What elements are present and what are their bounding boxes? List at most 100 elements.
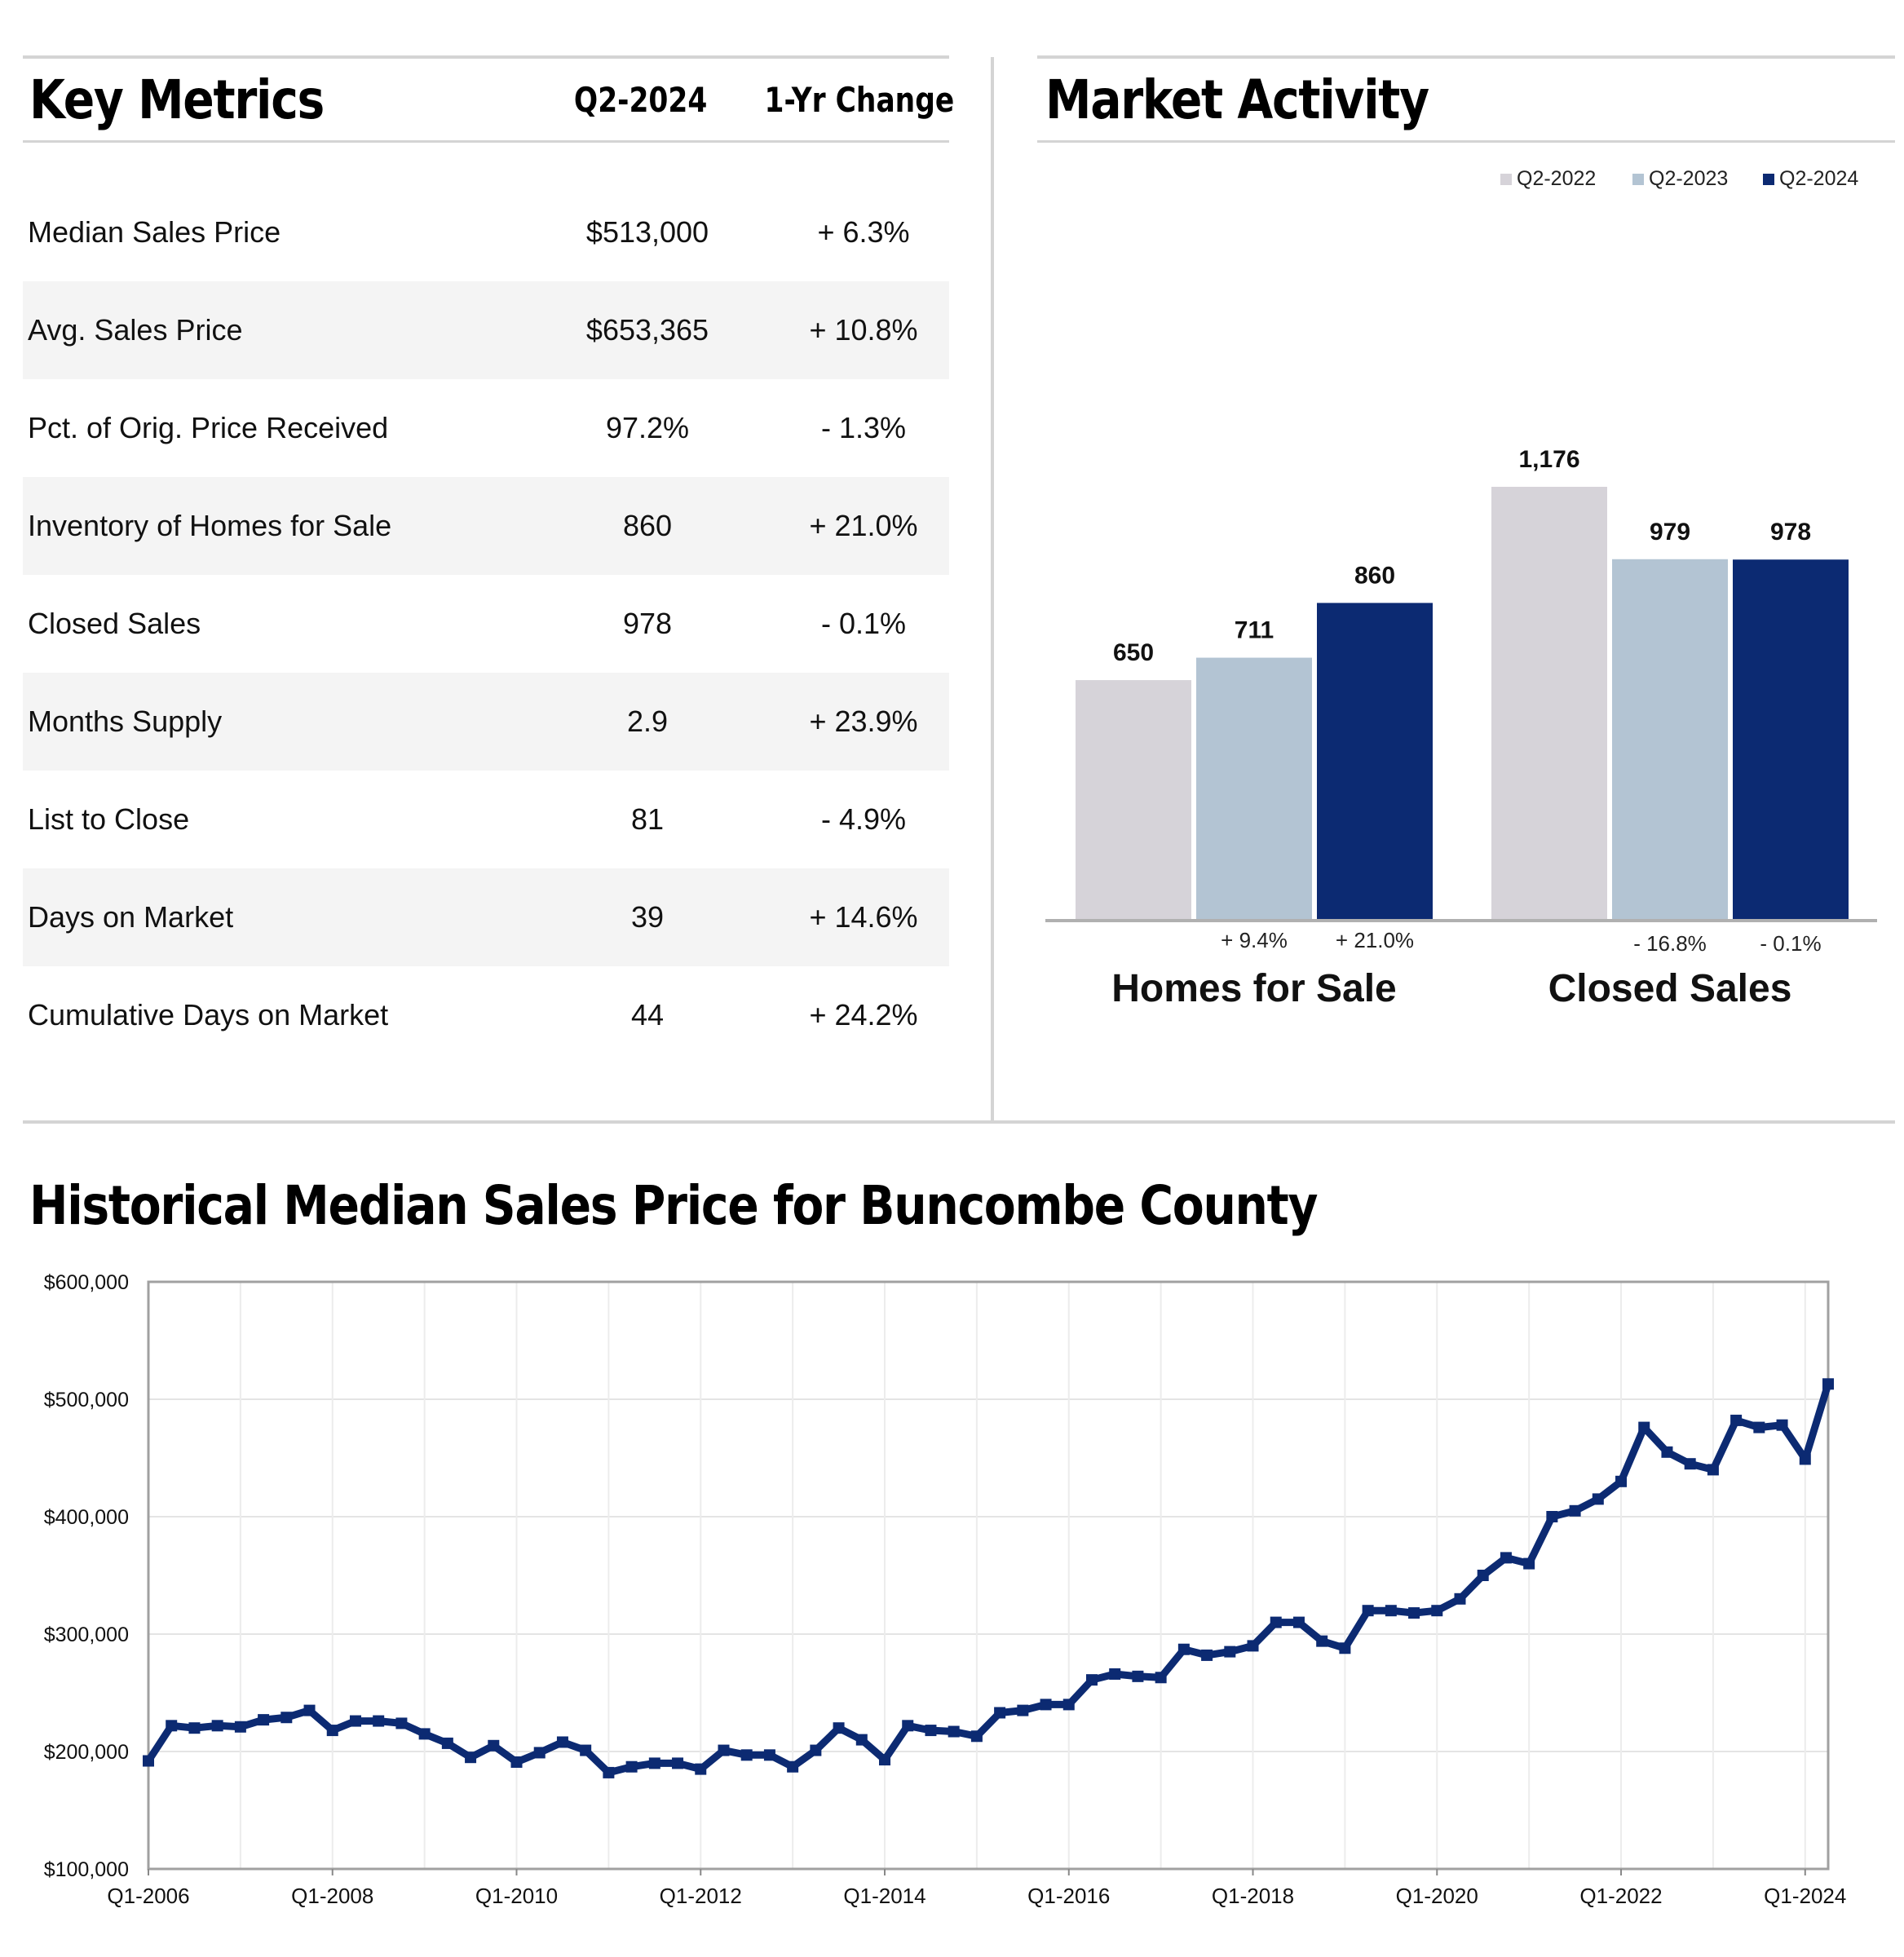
data-point xyxy=(1155,1672,1167,1684)
historical-median-price-chart: $100,000 $200,000 $300,000 $400,000 $500,000… xyxy=(44,1271,1847,1908)
data-point xyxy=(395,1717,408,1729)
x-tick-label: Q1-2024 xyxy=(1764,1884,1846,1908)
data-point xyxy=(1085,1674,1098,1686)
data-point xyxy=(303,1704,316,1716)
x-tick-label: Q1-2006 xyxy=(107,1884,189,1908)
data-point xyxy=(1707,1464,1719,1476)
metric-label: Months Supply xyxy=(28,705,223,738)
data-point xyxy=(1109,1668,1121,1680)
metric-row: Months Supply 2.9 + 23.9% xyxy=(23,673,949,771)
data-point xyxy=(902,1720,914,1732)
y-tick-label: $100,000 xyxy=(44,1858,129,1881)
data-point xyxy=(1224,1646,1236,1658)
data-point xyxy=(1684,1458,1696,1470)
data-point xyxy=(556,1736,568,1748)
data-point xyxy=(1523,1557,1535,1570)
bar xyxy=(1612,559,1728,919)
data-point xyxy=(948,1725,960,1738)
metric-label: Cumulative Days on Market xyxy=(28,998,389,1032)
data-point xyxy=(1316,1635,1328,1647)
metric-label: Avg. Sales Price xyxy=(28,313,243,347)
metric-value: 44 xyxy=(630,998,665,1032)
metric-change: - 1.3% xyxy=(820,411,907,444)
metric-label: Days on Market xyxy=(28,900,234,934)
market-activity-header-rule xyxy=(1037,140,1895,143)
data-point xyxy=(349,1715,361,1727)
data-point xyxy=(1477,1570,1489,1581)
data-point xyxy=(418,1728,431,1740)
data-point xyxy=(1776,1419,1788,1431)
bar xyxy=(1317,603,1433,919)
data-point xyxy=(740,1749,753,1761)
data-point xyxy=(1592,1493,1604,1505)
section-divider xyxy=(23,1120,1895,1124)
metric-value: $653,365 xyxy=(585,313,709,347)
vertical-divider xyxy=(991,57,994,1121)
data-point xyxy=(1431,1605,1443,1617)
y-tick-label: $500,000 xyxy=(44,1389,129,1411)
data-point xyxy=(1362,1605,1374,1617)
y-tick-label: $200,000 xyxy=(44,1741,129,1764)
x-tick-label: Q1-2010 xyxy=(475,1884,558,1908)
data-point xyxy=(925,1725,937,1737)
data-point xyxy=(1799,1453,1811,1465)
change-label: - 16.8% xyxy=(1633,931,1707,956)
data-point xyxy=(1569,1504,1581,1517)
data-point xyxy=(1500,1552,1512,1564)
data-point xyxy=(1177,1643,1190,1655)
historical-chart-title: Historical Median Sales Price for Buncom… xyxy=(29,1174,1319,1237)
metric-label: List to Close xyxy=(28,802,190,836)
top-right-rule xyxy=(1037,55,1895,59)
data-point xyxy=(166,1720,178,1732)
metric-row: List to Close 81 - 4.9% xyxy=(23,771,949,868)
metric-change: + 21.0% xyxy=(809,509,918,542)
metric-row: Inventory of Homes for Sale 860 + 21.0% xyxy=(23,477,949,575)
data-point xyxy=(855,1734,868,1746)
y-tick-label: $300,000 xyxy=(44,1623,129,1646)
metric-change: + 14.6% xyxy=(809,900,918,934)
legend-label: Q2-2024 xyxy=(1779,167,1858,190)
metric-label: Pct. of Orig. Price Received xyxy=(28,411,389,444)
metric-value: 39 xyxy=(630,900,665,934)
data-point xyxy=(1615,1475,1628,1487)
metric-row: Avg. Sales Price $653,365 + 10.8% xyxy=(23,281,949,379)
metric-label: Median Sales Price xyxy=(28,215,281,249)
category-label: Closed Sales xyxy=(1548,967,1792,1010)
metric-change: - 4.9% xyxy=(820,802,907,836)
data-point xyxy=(1638,1421,1650,1434)
data-point xyxy=(211,1720,223,1732)
plot-frame xyxy=(147,1280,1830,1871)
data-point xyxy=(1270,1616,1282,1628)
metric-value: 81 xyxy=(630,802,665,836)
data-point xyxy=(1661,1446,1673,1458)
metric-row: Median Sales Price $513,000 + 6.3% xyxy=(23,183,949,281)
metric-value: 2.9 xyxy=(626,705,669,738)
x-tick-label: Q1-2014 xyxy=(843,1884,925,1908)
metric-change: + 24.2% xyxy=(809,998,918,1032)
bar xyxy=(1491,487,1607,919)
data-point xyxy=(787,1760,799,1773)
category-label: Homes for Sale xyxy=(1111,967,1396,1010)
bar xyxy=(1076,680,1191,919)
data-point xyxy=(1822,1378,1834,1390)
change-column-header: 1-Yr Change xyxy=(764,80,955,120)
legend-label: Q2-2023 xyxy=(1649,167,1728,190)
data-point xyxy=(1385,1605,1397,1617)
data-point xyxy=(1017,1704,1029,1716)
metric-value: $513,000 xyxy=(585,215,709,249)
data-point xyxy=(326,1725,338,1737)
metric-row: Cumulative Days on Market 44 + 24.2% xyxy=(23,966,949,1064)
metric-value: 97.2% xyxy=(605,411,690,444)
data-point xyxy=(648,1757,660,1769)
data-point xyxy=(1454,1593,1466,1605)
metric-value: 978 xyxy=(622,607,673,640)
bar-value-label: 711 xyxy=(1235,617,1274,644)
legend-swatch-q2-2022 xyxy=(1500,174,1512,185)
data-point xyxy=(465,1752,477,1764)
y-tick-label: $400,000 xyxy=(44,1506,129,1529)
metric-change: + 6.3% xyxy=(817,215,910,249)
key-metrics-title: Key Metrics xyxy=(29,68,325,131)
legend-label: Q2-2022 xyxy=(1517,167,1596,190)
bar-value-label: 979 xyxy=(1650,519,1690,546)
x-tick-label: Q1-2016 xyxy=(1027,1884,1110,1908)
